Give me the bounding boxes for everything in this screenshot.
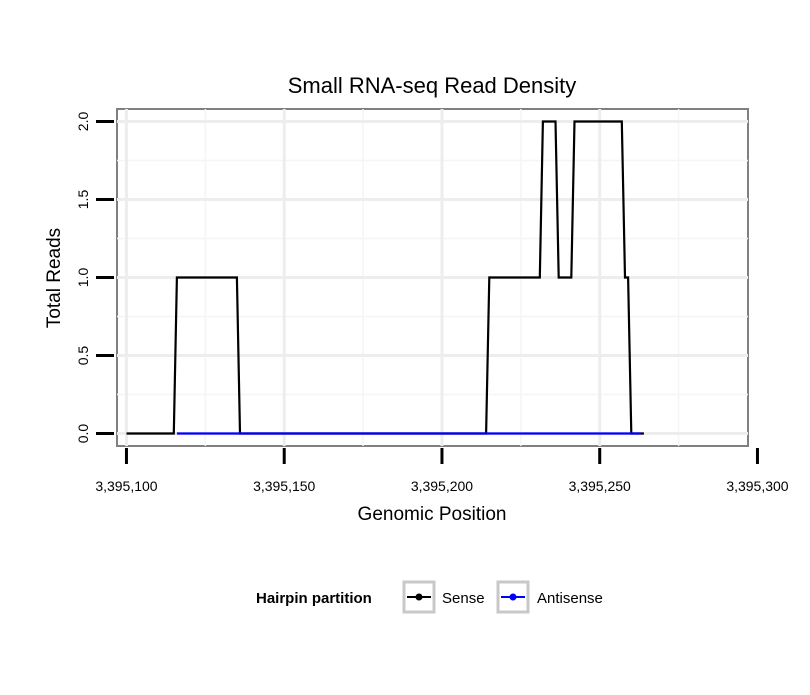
y-axis: 0.0 0.5 1.0 1.5 2.0 (75, 112, 114, 444)
legend: Hairpin partition Sense Antisense (256, 580, 603, 614)
x-axis: 3,395,100 3,395,150 3,395,200 3,395,250 3,39… (95, 448, 789, 494)
series-line-sense (126, 120, 644, 435)
x-tick-label: 3,395,300 (726, 478, 788, 494)
legend-label-sense: Sense (442, 590, 485, 607)
legend-title: Hairpin partition (256, 590, 372, 607)
y-tick-label: 0.0 (75, 424, 91, 444)
x-tick-label: 3,395,100 (95, 478, 157, 494)
legend-dot-antisense (509, 593, 517, 601)
x-axis-label: Genomic Position (358, 504, 507, 525)
y-tick-label: 0.5 (75, 346, 91, 366)
y-axis-label: Total Reads (44, 228, 65, 328)
y-tick-label: 2.0 (75, 112, 91, 132)
legend-item-sense: Sense (402, 580, 485, 614)
y-tick-label: 1.5 (75, 190, 91, 210)
grid-minor (117, 109, 748, 446)
x-tick-label: 3,395,250 (569, 478, 631, 494)
x-tick-label: 3,395,150 (253, 478, 315, 494)
x-tick-label: 3,395,200 (411, 478, 473, 494)
chart-title: Small RNA-seq Read Density (288, 73, 577, 98)
legend-item-antisense: Antisense (496, 580, 603, 614)
series-layer (126, 120, 644, 435)
y-tick-label: 1.0 (75, 268, 91, 288)
legend-label-antisense: Antisense (537, 590, 603, 607)
legend-dot-sense (415, 593, 423, 601)
